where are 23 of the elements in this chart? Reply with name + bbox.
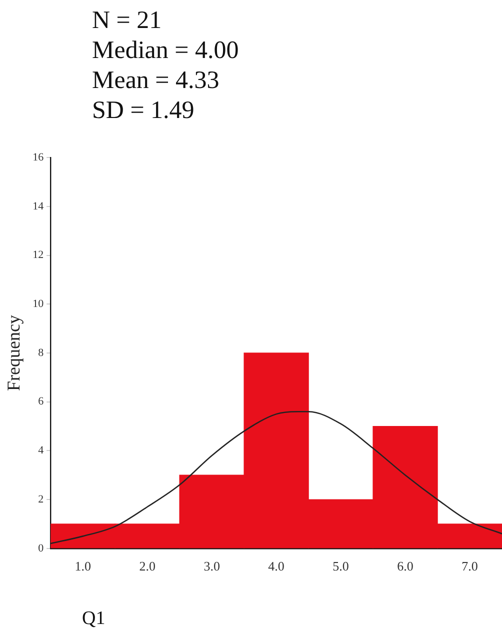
- x-tick-label: 2.0: [139, 558, 156, 574]
- text: SD = 1.49: [92, 96, 196, 126]
- y-tick-label: 0: [38, 542, 44, 554]
- x-axis-title: Q1: [82, 608, 106, 630]
- line-series: [50, 410, 502, 544]
- text: Mean = 4.33: [92, 66, 220, 96]
- y-tick-label: 2: [38, 493, 44, 506]
- x-tick-label: 1.0: [74, 558, 91, 574]
- y-tick-label: 12: [32, 249, 44, 262]
- x-tick-label: 5.0: [332, 558, 349, 574]
- y-tick-label: 6: [38, 396, 44, 408]
- y-tick-label: 16: [32, 151, 44, 164]
- y-tick-label: 8: [38, 346, 44, 359]
- y-tick-label: 14: [32, 200, 44, 212]
- y-axis-title: Frequency: [4, 315, 24, 391]
- text: N = 21: [92, 6, 163, 36]
- x-tick-label: 3.0: [204, 558, 220, 574]
- text: Median = 4.00: [92, 36, 239, 66]
- y-tick-label: 4: [38, 444, 44, 457]
- x-tick-label: 6.0: [397, 558, 414, 574]
- x-tick-label: 7.0: [462, 558, 478, 574]
- y-tick-label: 10: [32, 298, 44, 310]
- x-tick-label: 4.0: [268, 558, 284, 574]
